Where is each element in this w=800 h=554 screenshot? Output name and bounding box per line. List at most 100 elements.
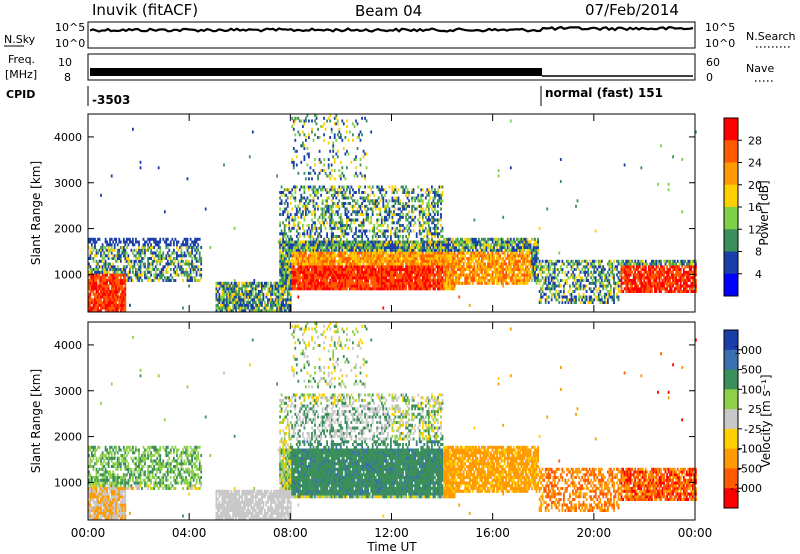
power-cell xyxy=(418,199,421,203)
power-cell xyxy=(453,243,456,247)
power-cell xyxy=(104,270,107,274)
power-cell xyxy=(371,276,374,280)
power-cell xyxy=(402,237,404,241)
power-cell xyxy=(403,270,406,274)
power-cell xyxy=(303,204,306,208)
power-cell xyxy=(230,284,233,288)
power-cell xyxy=(329,284,332,288)
power-cell xyxy=(156,273,159,277)
power-cell xyxy=(297,226,300,230)
power-cell xyxy=(370,221,373,225)
power-cell xyxy=(390,268,392,271)
power-cell xyxy=(298,202,301,205)
power-cell xyxy=(473,279,476,282)
power-cell xyxy=(302,232,304,236)
power-cell xyxy=(323,221,325,225)
power-cell xyxy=(100,254,102,258)
power-cell xyxy=(431,188,433,192)
power-cell xyxy=(110,290,113,293)
power-cell xyxy=(352,133,354,137)
power-cell xyxy=(329,188,332,192)
power-cell xyxy=(339,136,342,139)
power-cell xyxy=(300,144,303,148)
power-cell xyxy=(104,306,107,310)
power-cell xyxy=(218,281,221,285)
power-cell xyxy=(383,210,386,214)
power-cell xyxy=(329,215,332,219)
power-cell xyxy=(405,204,407,208)
power-cell xyxy=(121,251,124,255)
power-cell xyxy=(431,237,433,241)
power-cell xyxy=(478,273,480,277)
power-cell xyxy=(397,221,400,225)
power-cell xyxy=(119,284,122,288)
power-cell xyxy=(282,232,284,236)
power-cell xyxy=(104,290,107,293)
power-cell xyxy=(450,279,453,282)
power-cell xyxy=(194,237,196,241)
power-cell xyxy=(338,199,341,203)
power-cell xyxy=(314,226,316,230)
power-cell xyxy=(490,273,492,277)
power-cell xyxy=(177,259,180,263)
power-cell xyxy=(412,259,415,263)
power-cell xyxy=(468,281,471,285)
power-cell xyxy=(350,160,353,164)
power-cell xyxy=(494,248,497,252)
power-cell xyxy=(279,240,281,244)
power-cell xyxy=(238,295,240,299)
power-cell xyxy=(406,262,409,266)
power-cell xyxy=(247,281,250,285)
power-cell xyxy=(169,243,172,247)
power-cell xyxy=(242,301,245,304)
power-cell xyxy=(388,273,391,277)
power-cell xyxy=(292,196,295,200)
power-cell xyxy=(479,243,482,247)
power-cell xyxy=(292,262,295,266)
power-cell xyxy=(462,248,465,252)
power-cell xyxy=(359,276,362,280)
power-cell xyxy=(412,265,415,269)
power-cell xyxy=(295,243,298,247)
power-cell xyxy=(393,270,395,274)
power-cell xyxy=(107,301,110,304)
power-cell xyxy=(306,268,309,271)
power-cell xyxy=(183,243,186,247)
power-cell xyxy=(150,251,152,255)
power-cell xyxy=(385,191,388,194)
power-cell xyxy=(333,191,336,194)
power-cell xyxy=(338,191,341,194)
power-cell xyxy=(163,240,166,244)
power-cell xyxy=(352,248,354,252)
power-cell xyxy=(434,254,436,258)
power-cell xyxy=(280,270,283,274)
power-cell xyxy=(189,268,192,271)
power-cell xyxy=(421,213,424,216)
power-cell xyxy=(265,284,268,288)
power-cell xyxy=(427,265,430,269)
power-cell xyxy=(365,279,368,282)
power-cell xyxy=(446,265,448,269)
power-cell xyxy=(326,204,328,208)
power-cell xyxy=(362,262,365,266)
power-cell xyxy=(133,259,136,263)
power-cell xyxy=(107,295,110,299)
power-cell xyxy=(329,213,332,216)
power-cell xyxy=(341,287,344,291)
power-cell xyxy=(344,279,347,282)
power-cell xyxy=(236,303,239,307)
power-cell xyxy=(350,196,353,200)
power-cell xyxy=(347,232,350,236)
power-cell xyxy=(318,243,321,247)
power-cell xyxy=(339,265,342,269)
power-cell xyxy=(355,226,357,230)
power-cell xyxy=(396,276,398,280)
power-cell xyxy=(101,243,104,247)
power-cell xyxy=(324,254,327,258)
power-cell xyxy=(332,281,335,285)
power-cell xyxy=(341,251,344,255)
power-cell xyxy=(406,229,409,233)
nsearch-tick-top: 10^5 xyxy=(705,21,735,34)
power-cell xyxy=(247,301,250,304)
power-cell xyxy=(282,235,284,238)
